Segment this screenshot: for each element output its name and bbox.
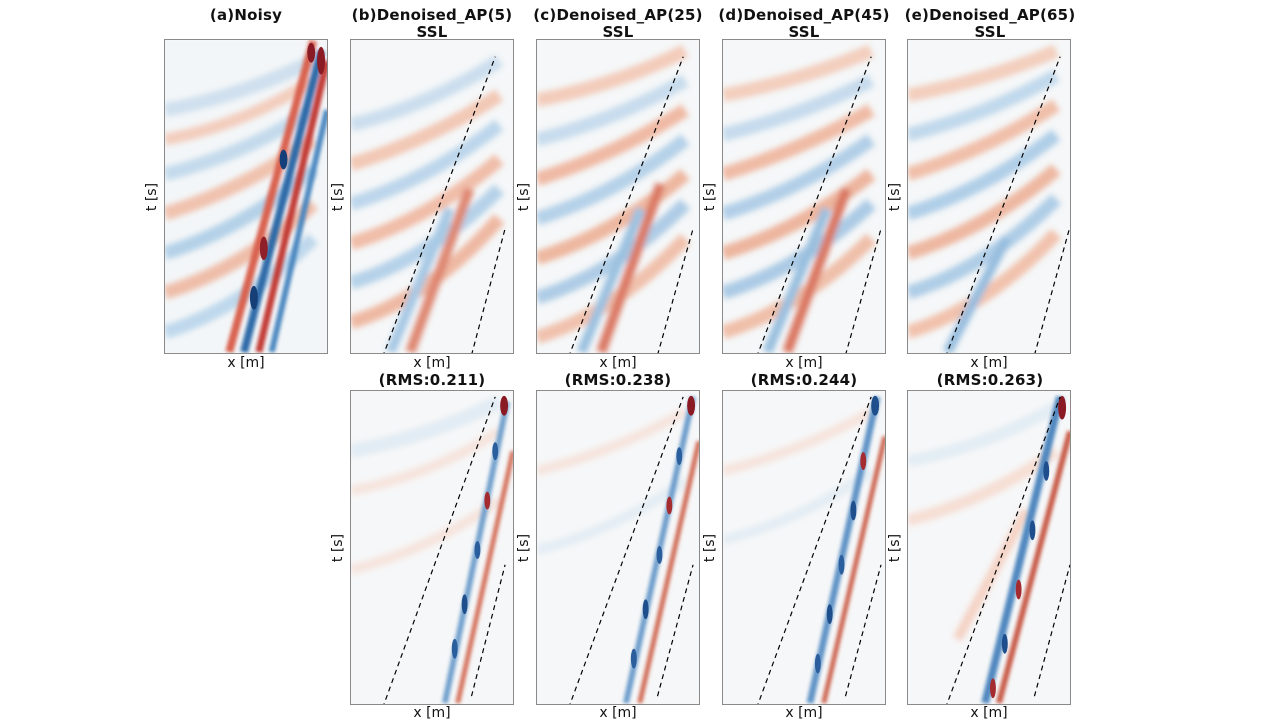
ylabel-panel-d: t [s] xyxy=(702,182,718,212)
panel-b-denoised xyxy=(350,39,514,354)
title-panel-a: (a)Noisy xyxy=(209,6,283,24)
xlabel-panel-e: x [m] xyxy=(970,355,1008,371)
xlabel-panel-b: x [m] xyxy=(413,355,451,371)
ylabel-panel-d-residual: t [s] xyxy=(702,533,718,563)
residual-image-c xyxy=(537,391,699,704)
seismic-image-a xyxy=(165,40,327,353)
title-panel-b-rms: (RMS:0.211) xyxy=(378,371,486,389)
title-panel-c: (c)Denoised_AP(25) SSL xyxy=(533,6,703,41)
panel-e-residual xyxy=(907,390,1071,705)
residual-image-d xyxy=(723,391,885,704)
panel-c-residual xyxy=(536,390,700,705)
xlabel-panel-c: x [m] xyxy=(599,355,637,371)
title-panel-c-rms: (RMS:0.238) xyxy=(564,371,672,389)
title-panel-d-rms: (RMS:0.244) xyxy=(750,371,858,389)
xlabel-panel-d: x [m] xyxy=(785,355,823,371)
seismic-image-b xyxy=(351,40,513,353)
panel-d-denoised xyxy=(722,39,886,354)
xlabel-panel-d-residual: x [m] xyxy=(785,705,823,721)
xlabel-panel-b-residual: x [m] xyxy=(413,705,451,721)
panel-c-denoised xyxy=(536,39,700,354)
seismic-image-e xyxy=(908,40,1070,353)
ylabel-panel-e-residual: t [s] xyxy=(887,533,903,563)
xlabel-panel-a: x [m] xyxy=(227,355,265,371)
residual-image-b xyxy=(351,391,513,704)
seismic-image-c xyxy=(537,40,699,353)
seismic-image-d xyxy=(723,40,885,353)
ylabel-panel-a: t [s] xyxy=(144,182,160,212)
title-panel-e: (e)Denoised_AP(65) SSL xyxy=(904,6,1076,41)
title-panel-e-rms: (RMS:0.263) xyxy=(936,371,1044,389)
panel-b-residual xyxy=(350,390,514,705)
title-panel-d: (d)Denoised_AP(45) SSL xyxy=(718,6,890,41)
ylabel-panel-b: t [s] xyxy=(330,182,346,212)
title-panel-b: (b)Denoised_AP(5) SSL xyxy=(351,6,513,41)
ylabel-panel-e: t [s] xyxy=(887,182,903,212)
panel-d-residual xyxy=(722,390,886,705)
residual-image-e xyxy=(908,391,1070,704)
panel-e-denoised xyxy=(907,39,1071,354)
xlabel-panel-c-residual: x [m] xyxy=(599,705,637,721)
ylabel-panel-c: t [s] xyxy=(516,182,532,212)
ylabel-panel-c-residual: t [s] xyxy=(516,533,532,563)
xlabel-panel-e-residual: x [m] xyxy=(970,705,1008,721)
panel-a-noisy xyxy=(164,39,328,354)
ylabel-panel-b-residual: t [s] xyxy=(330,533,346,563)
